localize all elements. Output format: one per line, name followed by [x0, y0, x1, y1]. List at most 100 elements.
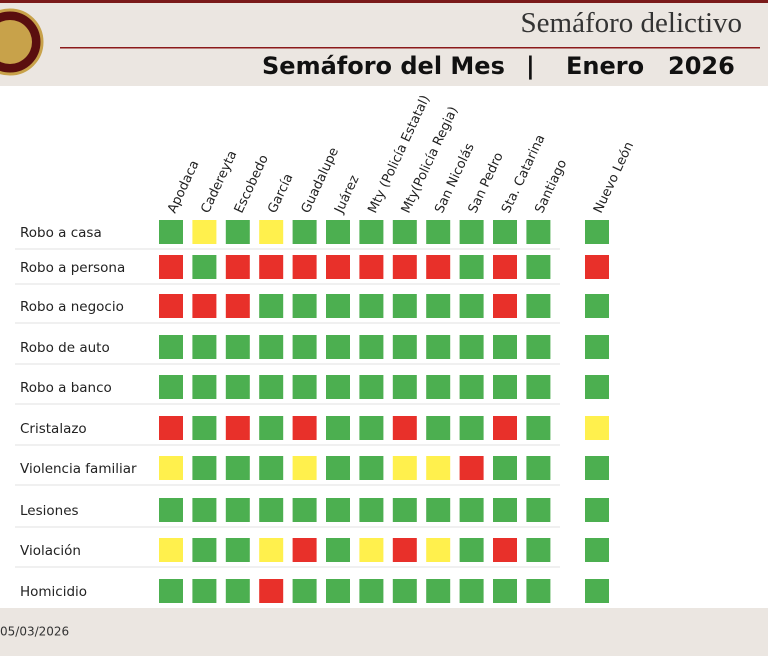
status-cell: [359, 375, 384, 399]
status-cell: [259, 538, 284, 562]
status-cell: [326, 220, 350, 244]
row-label: Robo de auto: [20, 340, 110, 356]
status-cell: [159, 456, 183, 480]
status-cell: [159, 375, 183, 399]
status-cell: [326, 335, 350, 359]
status-cell: [292, 294, 317, 318]
status-cell: [159, 220, 183, 244]
status-cell: [359, 538, 384, 562]
status-cell: [259, 416, 284, 440]
status-cell: [459, 375, 484, 399]
status-cell: [392, 538, 417, 562]
status-cell: [326, 416, 350, 440]
status-cell: [359, 294, 384, 318]
title-rule: [60, 47, 760, 49]
separator: |: [526, 52, 535, 80]
row-label: Robo a persona: [20, 260, 125, 276]
status-cell: [292, 456, 317, 480]
footer-date: 05/03/2026: [0, 625, 69, 639]
row-label: Robo a negocio: [20, 299, 124, 315]
status-cell: [225, 456, 250, 480]
subtitle-main: Semáforo del Mes: [262, 52, 505, 80]
column-header: Nuevo León: [591, 140, 637, 216]
status-cell: [259, 255, 284, 279]
status-cell: [459, 294, 484, 318]
status-cell: [392, 294, 417, 318]
status-cell: [192, 579, 217, 603]
status-cell: [426, 375, 451, 399]
status-cell: [292, 375, 317, 399]
status-cell: [259, 456, 284, 480]
status-cell: [459, 335, 484, 359]
status-cell: [392, 335, 417, 359]
status-cell: [526, 294, 551, 318]
status-cell: [159, 579, 183, 603]
total-status-cell: [585, 335, 609, 359]
status-cell: [225, 255, 250, 279]
column-header: Juárez: [332, 173, 363, 217]
status-cell: [459, 538, 484, 562]
total-status-cell: [585, 498, 609, 522]
status-cell: [192, 255, 217, 279]
logo-inner: [0, 20, 32, 64]
status-cell: [292, 255, 317, 279]
status-cell: [392, 255, 417, 279]
status-cell: [392, 456, 417, 480]
status-cell: [359, 498, 384, 522]
status-cell: [225, 335, 250, 359]
column-header: Mty (Policía Estatal): [365, 93, 433, 216]
status-cell: [225, 498, 250, 522]
total-status-cell: [585, 538, 609, 562]
status-cell: [326, 294, 350, 318]
row-label: Robo a banco: [20, 380, 112, 396]
status-cell: [292, 498, 317, 522]
status-cell: [459, 416, 484, 440]
column-header: García: [265, 171, 296, 215]
status-cell: [225, 375, 250, 399]
month: Enero: [566, 52, 644, 80]
status-cell: [292, 579, 317, 603]
status-cell: [225, 538, 250, 562]
status-cell: [392, 375, 417, 399]
total-status-cell: [585, 255, 609, 279]
status-cell: [259, 294, 284, 318]
status-cell: [359, 456, 384, 480]
column-header: Apodaca: [165, 158, 202, 215]
status-cell: [192, 456, 217, 480]
status-cell: [426, 220, 451, 244]
status-cell: [426, 579, 451, 603]
row-label: Lesiones: [20, 503, 79, 519]
total-status-cell: [585, 294, 609, 318]
status-cell: [526, 498, 551, 522]
status-cell: [159, 294, 183, 318]
status-cell: [526, 456, 551, 480]
status-cell: [526, 416, 551, 440]
status-cell: [225, 579, 250, 603]
status-cell: [392, 220, 417, 244]
status-cell: [159, 538, 183, 562]
status-cell: [526, 579, 551, 603]
status-cell: [459, 456, 484, 480]
total-status-cell: [585, 579, 609, 603]
status-cell: [159, 255, 183, 279]
status-cell: [326, 579, 350, 603]
status-cell: [192, 375, 217, 399]
status-cell: [459, 579, 484, 603]
status-cell: [225, 416, 250, 440]
title: Semáforo delictivo: [521, 7, 742, 39]
status-cell: [426, 335, 451, 359]
status-cell: [359, 416, 384, 440]
status-cell: [426, 498, 451, 522]
status-cell: [192, 335, 217, 359]
status-cell: [159, 498, 183, 522]
status-cell: [392, 498, 417, 522]
status-cell: [459, 498, 484, 522]
status-cell: [225, 220, 250, 244]
status-cell: [493, 579, 517, 603]
status-cell: [192, 538, 217, 562]
status-cell: [225, 294, 250, 318]
status-cell: [159, 416, 183, 440]
status-cell: [192, 294, 217, 318]
